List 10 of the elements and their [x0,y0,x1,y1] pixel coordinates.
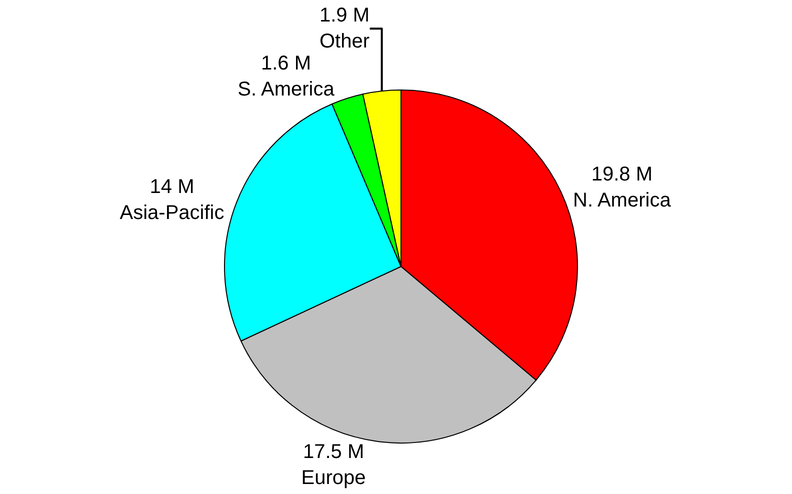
data-label: 19.8 M [591,164,652,186]
slice-label: S. America [238,78,336,101]
data-label: 1.6 M [260,52,312,75]
slice-label: Europe [301,467,366,490]
slice-label: N. America [573,190,672,212]
data-label: 1.9 M [319,4,370,27]
data-label: 14 M [150,176,194,198]
slice-label: Other [319,30,370,53]
data-label: 17.5 M [302,441,364,464]
slice-label: Asia-Pacific [120,202,224,224]
